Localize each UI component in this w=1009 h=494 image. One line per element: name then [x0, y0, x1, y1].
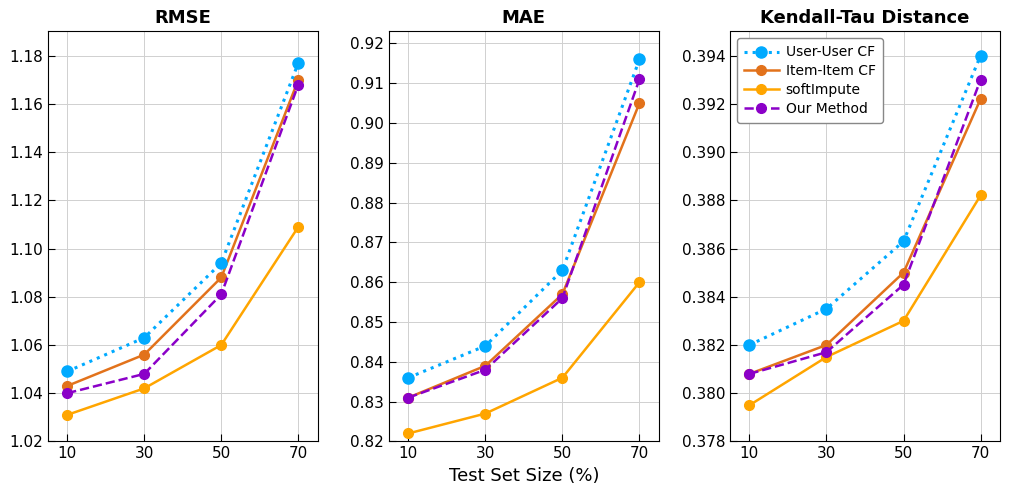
Line: User-User CF: User-User CF [744, 50, 986, 351]
User-User CF [293, 60, 305, 66]
Title: MAE: MAE [501, 9, 546, 27]
Item-Item CF [820, 342, 832, 348]
Item-Item CF [138, 352, 150, 358]
Line: softImpute: softImpute [63, 222, 304, 420]
User-User CF [479, 343, 491, 349]
Our Method [820, 349, 832, 355]
X-axis label: Test Set Size (%): Test Set Size (%) [449, 467, 599, 485]
Our Method [556, 295, 568, 301]
Legend: User-User CF, Item-Item CF, softImpute, Our Method: User-User CF, Item-Item CF, softImpute, … [737, 39, 883, 123]
Line: Item-Item CF: Item-Item CF [63, 75, 304, 391]
User-User CF [138, 335, 150, 341]
softImpute [556, 375, 568, 381]
Line: Our Method: Our Method [745, 75, 986, 379]
softImpute [479, 411, 491, 416]
Title: Kendall-Tau Distance: Kendall-Tau Distance [761, 9, 970, 27]
softImpute [403, 430, 415, 436]
softImpute [744, 402, 756, 408]
softImpute [215, 342, 227, 348]
Item-Item CF [62, 383, 74, 389]
Our Method [744, 371, 756, 377]
User-User CF [62, 369, 74, 374]
Line: Item-Item CF: Item-Item CF [404, 98, 645, 403]
softImpute [293, 224, 305, 230]
Our Method [215, 291, 227, 297]
Item-Item CF [556, 291, 568, 297]
User-User CF [556, 267, 568, 273]
Line: Our Method: Our Method [63, 80, 304, 398]
User-User CF [897, 238, 909, 244]
Our Method [138, 371, 150, 377]
User-User CF [744, 342, 756, 348]
Our Method [403, 395, 415, 401]
Line: softImpute: softImpute [404, 277, 645, 438]
softImpute [820, 354, 832, 360]
User-User CF [215, 260, 227, 266]
softImpute [634, 279, 646, 285]
Item-Item CF [293, 77, 305, 82]
Item-Item CF [975, 96, 987, 102]
Line: User-User CF: User-User CF [403, 54, 645, 383]
Line: softImpute: softImpute [745, 191, 986, 410]
Line: Item-Item CF: Item-Item CF [745, 94, 986, 379]
User-User CF [634, 56, 646, 62]
User-User CF [820, 306, 832, 312]
Our Method [975, 77, 987, 82]
softImpute [138, 385, 150, 391]
Line: Our Method: Our Method [404, 75, 645, 403]
Item-Item CF [479, 363, 491, 369]
softImpute [62, 412, 74, 418]
Our Method [62, 390, 74, 396]
Title: RMSE: RMSE [154, 9, 211, 27]
User-User CF [975, 53, 987, 59]
Item-Item CF [897, 270, 909, 276]
Item-Item CF [403, 395, 415, 401]
Our Method [479, 367, 491, 373]
User-User CF [403, 375, 415, 381]
Our Method [293, 82, 305, 87]
Our Method [897, 282, 909, 288]
Item-Item CF [744, 371, 756, 377]
Line: User-User CF: User-User CF [62, 57, 304, 377]
Item-Item CF [634, 100, 646, 106]
Our Method [634, 76, 646, 82]
softImpute [975, 193, 987, 199]
softImpute [897, 318, 909, 324]
Item-Item CF [215, 275, 227, 281]
